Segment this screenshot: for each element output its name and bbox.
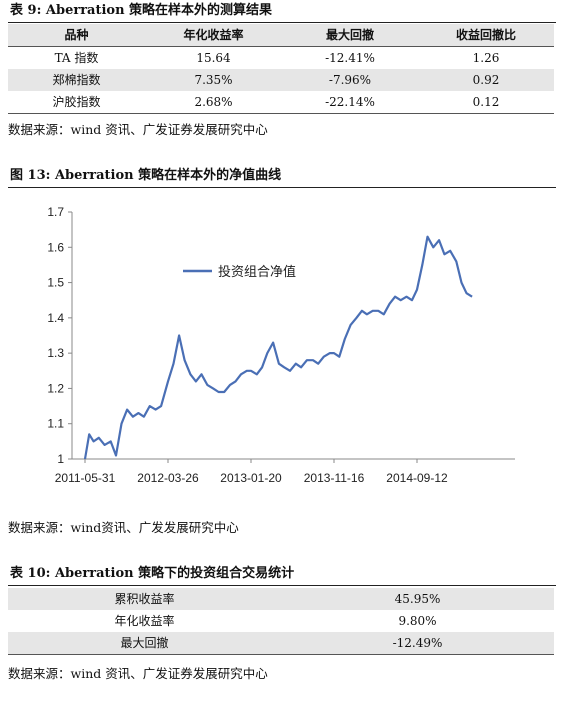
- table-cell: -12.41%: [325, 51, 375, 65]
- x-tick-label: 2012-03-26: [137, 471, 199, 485]
- table-cell: 沪胶指数: [8, 91, 145, 114]
- table-cell: 15.64: [196, 51, 231, 65]
- table-cell: 最大回撤: [8, 632, 281, 655]
- y-tick-label: 1.4: [47, 311, 64, 325]
- table-row: TA 指数 15.64 -12.41% 1.26: [8, 47, 554, 70]
- table-cell: -12.49%: [281, 632, 554, 655]
- line-chart: 1 1.1 1.2 1.3 1.4 1.5 1.6 1.7 2011-05-31 2012-03-…: [47, 205, 515, 485]
- series-line: [83, 235, 473, 460]
- table-header-cell: 年化收益率: [145, 24, 282, 47]
- table-cell: 郑棉指数: [52, 73, 101, 87]
- x-tick-label: 2013-01-20: [220, 471, 282, 485]
- table-cell: 9.80%: [398, 614, 437, 628]
- table10-source: 数据来源：wind 资讯、广发证券发展研究中心: [8, 666, 268, 681]
- table10: 累积收益率 45.95% 年化收益率 9.80% 最大回撤 -12.49%: [8, 588, 554, 655]
- table-header-row: 品种 年化收益率 最大回撤 收益回撤比: [8, 24, 554, 47]
- figure13-title: 图 13: Aberration 策略在样本外的净值曲线: [8, 165, 556, 188]
- y-tick-label: 1.5: [47, 276, 64, 290]
- x-tick-label: 2014-09-12: [386, 471, 448, 485]
- legend-label: 投资组合净值: [218, 264, 296, 279]
- x-tick-label: 2011-05-31: [55, 471, 116, 485]
- figure13-source: 数据来源：wind资讯、广发发展研究中心: [8, 520, 239, 535]
- table-row: 郑棉指数 7.35% -7.96% 0.92: [8, 69, 554, 91]
- y-tick-label: 1.6: [47, 240, 64, 254]
- table-header-cell: 收益回撤比: [418, 24, 554, 47]
- table-row: 累积收益率 45.95%: [8, 588, 554, 610]
- table-cell: -7.96%: [328, 73, 372, 87]
- table-cell: TA 指数: [54, 51, 99, 65]
- y-tick-label: 1.3: [47, 346, 64, 360]
- table-cell: -22.14%: [282, 91, 418, 114]
- x-tick-label: 2013-11-16: [304, 471, 365, 485]
- y-tick-label: 1.7: [47, 205, 64, 219]
- y-tick-label: 1.2: [47, 381, 64, 395]
- table-header-cell: 最大回撤: [282, 24, 418, 47]
- table-cell: 7.35%: [194, 73, 233, 87]
- chart-container: 1 1.1 1.2 1.3 1.4 1.5 1.6 1.7 2011-05-31 2012-03-…: [0, 195, 562, 495]
- table-row: 沪胶指数 2.68% -22.14% 0.12: [8, 91, 554, 114]
- table9-title: 表 9: Aberration 策略在样本外的测算结果: [8, 0, 556, 23]
- table10-title: 表 10: Aberration 策略下的投资组合交易统计: [8, 563, 556, 586]
- table-cell: 0.12: [418, 91, 554, 114]
- table-cell: 年化收益率: [114, 614, 175, 628]
- y-tick-label: 1.1: [47, 417, 64, 431]
- table-row: 最大回撤 -12.49%: [8, 632, 554, 655]
- table-cell: 0.92: [472, 73, 500, 87]
- table9: 品种 年化收益率 最大回撤 收益回撤比 TA 指数 15.64 -12.41% …: [8, 24, 554, 114]
- table-cell: 45.95%: [394, 592, 441, 606]
- table-cell: 1.26: [472, 51, 500, 65]
- table-header-cell: 品种: [8, 24, 145, 47]
- table9-source: 数据来源：wind 资讯、广发证券发展研究中心: [8, 122, 268, 137]
- table-row: 年化收益率 9.80%: [8, 610, 554, 632]
- table-cell: 累积收益率: [114, 592, 175, 606]
- y-tick-label: 1: [57, 452, 64, 466]
- table-cell: 2.68%: [145, 91, 282, 114]
